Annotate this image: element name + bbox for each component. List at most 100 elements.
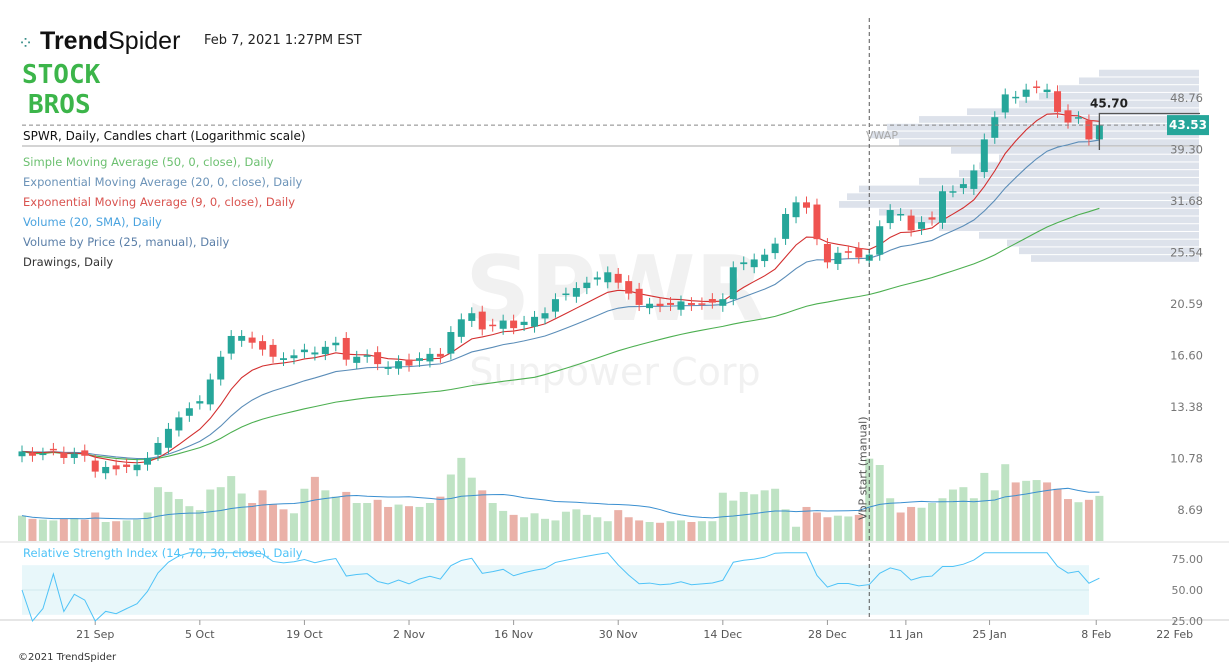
vbp-bar: [1019, 100, 1199, 108]
volume-bar: [425, 503, 434, 541]
x-tick-label: 21 Sep: [76, 628, 114, 641]
ema20-line: [21, 139, 1100, 460]
volume-bar: [781, 509, 790, 541]
volume-bar: [143, 512, 152, 541]
candle-body: [918, 222, 926, 229]
candle-body: [1001, 94, 1009, 113]
legend-ema20[interactable]: Exponential Moving Average (20, 0, close…: [23, 175, 303, 189]
candle-body: [520, 321, 528, 325]
vbp-start-label: VbP start (manual): [856, 416, 869, 520]
vbp-bar: [999, 154, 1199, 162]
volume-bar: [248, 503, 257, 541]
level-label: 45.70: [1090, 96, 1128, 110]
candle-body: [562, 293, 570, 296]
candle-body: [290, 355, 298, 359]
candle-body: [677, 301, 685, 310]
candle-body: [750, 259, 758, 268]
vbp-bar: [911, 216, 1199, 224]
candle-body: [938, 191, 946, 223]
volume-bar: [928, 503, 937, 541]
volume-bar: [237, 493, 246, 541]
candle-body: [499, 320, 507, 329]
candle-body: [238, 335, 246, 341]
legend-drawings[interactable]: Drawings, Daily: [23, 255, 114, 269]
volume-bar: [18, 515, 26, 541]
volume-bar: [363, 503, 372, 541]
legend-rsi[interactable]: Relative Strength Index (14, 70, 30, clo…: [23, 546, 303, 560]
candle-body: [269, 344, 277, 357]
candle-body: [1033, 86, 1041, 88]
candle-body: [834, 252, 842, 264]
vbp-bar: [879, 208, 1199, 216]
ema9-line: [21, 113, 1100, 464]
candle-body: [740, 262, 748, 265]
candle-body: [457, 319, 465, 337]
current-price-badge: [1167, 115, 1209, 136]
candle-body: [478, 311, 486, 330]
candle-body: [133, 464, 141, 471]
vbp-bar: [1079, 77, 1199, 85]
trendspider-logo: ⁘ TrendSpider: [18, 27, 180, 56]
chart-title: SPWR, Daily, Candles chart (Logarithmic …: [23, 129, 306, 143]
volume-sma-line: [21, 487, 1100, 520]
candle-body: [196, 401, 204, 404]
volume-bar: [875, 465, 884, 541]
candle-body: [447, 332, 455, 354]
legend-vbp[interactable]: Volume by Price (25, manual), Daily: [23, 235, 230, 249]
volume-bar: [1084, 499, 1093, 541]
candle-body: [949, 191, 957, 193]
volume-bar: [593, 517, 602, 541]
volume-bar: [1032, 480, 1041, 541]
candle-body: [259, 341, 267, 350]
volume-bar: [833, 515, 842, 541]
candle-body: [321, 346, 329, 355]
vbp-bar: [979, 231, 1199, 239]
candle-body: [1022, 89, 1030, 97]
vbp-bar: [951, 146, 1199, 154]
vbp-bar: [939, 224, 1199, 231]
candle-body: [28, 453, 36, 456]
candle-body: [227, 335, 235, 354]
volume-bar: [342, 491, 351, 541]
candle-body: [175, 417, 183, 431]
vbp-bar: [959, 170, 1199, 177]
candle-body: [363, 355, 371, 357]
volume-bar: [70, 518, 79, 541]
candle-body: [1043, 89, 1051, 93]
volume-bar: [1064, 499, 1072, 541]
vbp-bar: [1019, 247, 1199, 255]
legend-sma50[interactable]: Simple Moving Average (50, 0, close), Da…: [23, 155, 274, 169]
volume-bar: [917, 507, 926, 541]
candle-body: [185, 408, 193, 416]
candle-body: [646, 303, 654, 309]
candle-body: [980, 139, 988, 173]
candle-body: [1085, 120, 1093, 140]
volume-bar: [520, 517, 529, 541]
logo-light: Spider: [108, 27, 181, 55]
candle-body: [761, 254, 769, 262]
candle-body: [248, 337, 256, 343]
candle-body: [510, 320, 518, 329]
volume-bar: [1053, 488, 1062, 541]
volume-bar: [739, 491, 748, 541]
volume-bar: [488, 503, 497, 541]
rsi-tick-label: 50.00: [1172, 584, 1204, 597]
y-tick-label: 39.30: [1170, 143, 1203, 157]
x-tick-label: 14 Dec: [703, 628, 742, 641]
candle-body: [311, 352, 319, 355]
legend-ema9[interactable]: Exponential Moving Average (9, 0, close)…: [23, 195, 296, 209]
candle-body: [70, 453, 78, 458]
candle-body: [991, 117, 999, 138]
volume-bar: [457, 457, 466, 541]
volume-bar: [446, 474, 455, 541]
legend-volume[interactable]: Volume (20, SMA), Daily: [23, 215, 162, 229]
candle-body: [667, 302, 675, 305]
level-line: [1098, 112, 1200, 150]
volume-bar: [1095, 495, 1104, 541]
x-tick-label: 2 Nov: [393, 628, 425, 641]
candle-body: [803, 202, 810, 208]
candle-body: [1054, 91, 1062, 112]
candle-body: [154, 442, 162, 455]
